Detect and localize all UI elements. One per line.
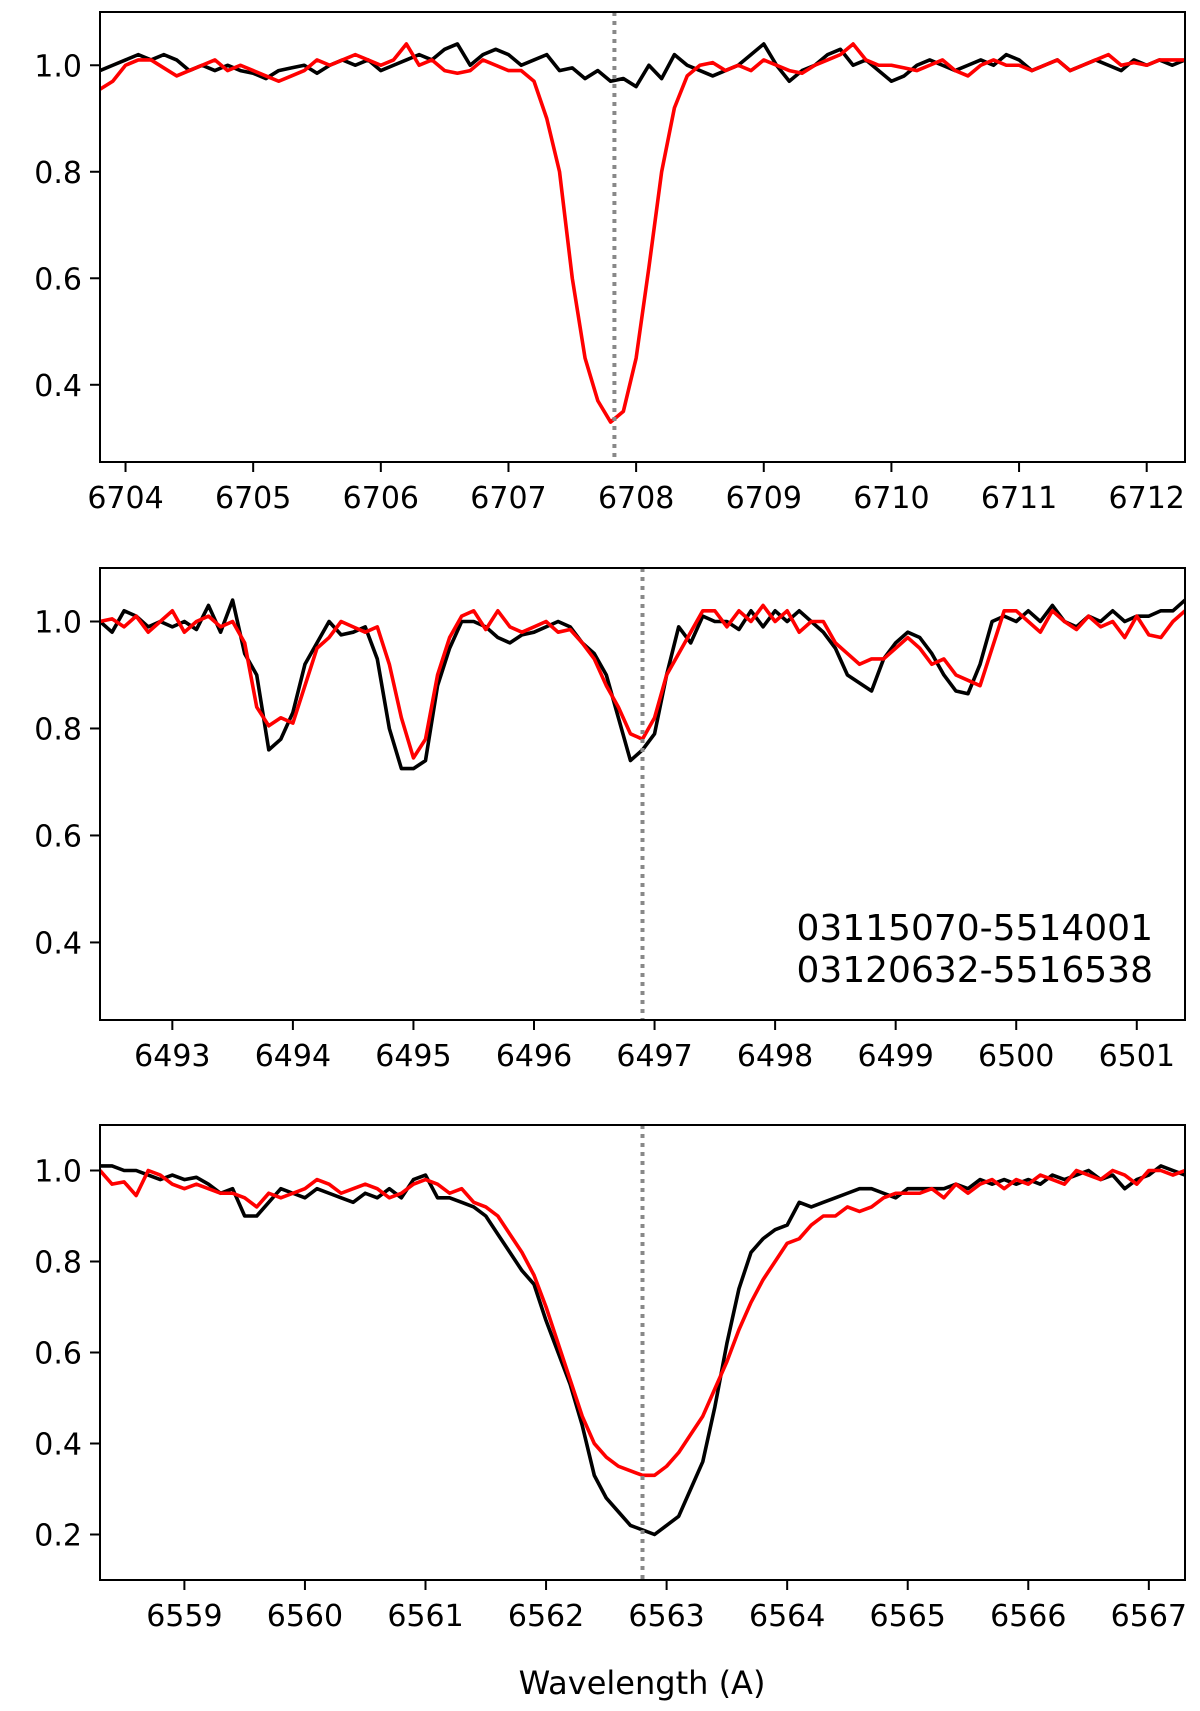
axes-frame [99,11,1186,463]
y-tick-label: 0.4 [34,1428,82,1463]
x-tick-label: 6706 [343,481,419,516]
y-tick-label: 0.4 [34,926,82,961]
y-tick-label: 1.0 [34,49,82,84]
series-line-red [100,42,1185,424]
series-line-red [100,603,1185,760]
y-tick-label: 1.0 [34,1155,82,1190]
panel-6497: 6493 6494 6495 6496 6497 6498 6499 6500 6501 0.4 0… [34,567,1186,1074]
x-tick-label: 6709 [726,481,802,516]
x-tick-label: 6567 [1111,1599,1187,1634]
x-axis-label: Wavelength (A) [519,1664,766,1702]
x-tick-label: 6494 [255,1039,331,1074]
x-tick-label: 6493 [134,1039,210,1074]
x-tick-label: 6561 [387,1599,463,1634]
y-tick-label: 0.8 [34,1246,82,1281]
x-tick-label: 6565 [870,1599,946,1634]
legend: 03115070-5514001 03120632-5516538 [796,908,1153,991]
y-tick-label: 0.6 [34,262,82,297]
x-tick-label: 6564 [749,1599,825,1634]
x-tick-label: 6496 [496,1039,572,1074]
panel-h-alpha-6563: 6559 6560 6561 6562 6563 6564 6565 6566 6567 0.2 0… [34,1124,1187,1634]
series-line-red [100,1168,1185,1478]
x-tick-label: 6707 [470,481,546,516]
y-tick-label: 0.6 [34,819,82,854]
y-tick-label: 0.8 [34,156,82,191]
legend-entry-black: 03120632-5516538 [796,950,1153,991]
x-tick-label: 6495 [375,1039,451,1074]
x-tick-label: 6497 [616,1039,692,1074]
panel-lithium-6708: 6704 6705 6706 6707 6708 6709 6710 6711 6712 0.4 0… [34,11,1186,516]
y-tick-label: 0.8 [34,712,82,747]
y-tick-label: 0.2 [34,1519,82,1554]
x-tick-label: 6562 [508,1599,584,1634]
x-tick-label: 6498 [737,1039,813,1074]
x-tick-label: 6563 [628,1599,704,1634]
x-tick-label: 6500 [978,1039,1054,1074]
y-tick-label: 0.4 [34,369,82,404]
x-tick-label: 6704 [87,481,163,516]
x-tick-label: 6501 [1099,1039,1175,1074]
x-tick-label: 6560 [267,1599,343,1634]
x-tick-label: 6499 [857,1039,933,1074]
x-tick-label: 6559 [146,1599,222,1634]
x-tick-label: 6566 [990,1599,1066,1634]
series-line-black [100,42,1185,89]
legend-entry-red: 03115070-5514001 [796,908,1153,949]
y-tick-label: 0.6 [34,1337,82,1372]
x-tick-label: 6708 [598,481,674,516]
axes-frame [99,567,1186,1021]
x-tick-label: 6712 [1109,481,1185,516]
series-line-black [100,1164,1185,1537]
y-tick-label: 1.0 [34,605,82,640]
x-tick-label: 6705 [215,481,291,516]
x-tick-label: 6710 [853,481,929,516]
x-tick-label: 6711 [981,481,1057,516]
